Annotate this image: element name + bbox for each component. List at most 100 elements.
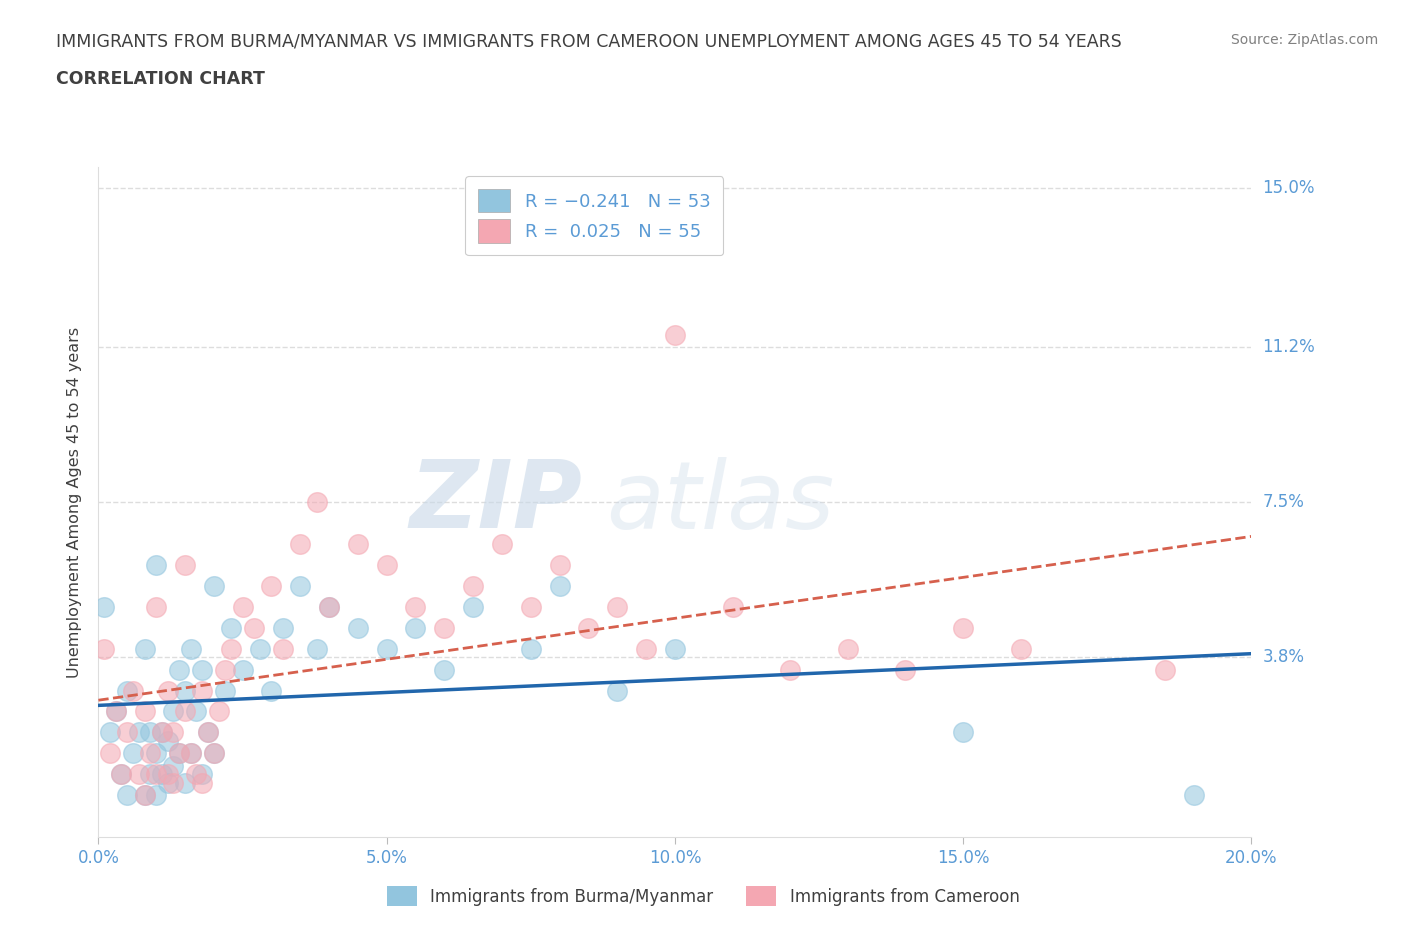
Point bbox=[117, 683, 138, 698]
Point bbox=[134, 704, 156, 719]
Point bbox=[128, 766, 150, 781]
Point bbox=[167, 746, 190, 761]
Point bbox=[1010, 642, 1032, 657]
Point bbox=[318, 600, 340, 615]
Point bbox=[214, 662, 236, 677]
Point bbox=[145, 766, 167, 781]
Point bbox=[122, 746, 145, 761]
Y-axis label: Unemployment Among Ages 45 to 54 years: Unemployment Among Ages 45 to 54 years bbox=[67, 326, 83, 678]
Text: Source: ZipAtlas.com: Source: ZipAtlas.com bbox=[1230, 33, 1378, 46]
Point bbox=[156, 776, 179, 790]
Point bbox=[134, 788, 156, 803]
Point bbox=[110, 766, 132, 781]
Point bbox=[491, 537, 513, 551]
Point bbox=[952, 620, 974, 635]
Point bbox=[219, 642, 242, 657]
Point bbox=[548, 558, 571, 573]
Point bbox=[375, 642, 398, 657]
Point bbox=[405, 600, 427, 615]
Point bbox=[952, 725, 974, 740]
Point bbox=[180, 746, 202, 761]
Point bbox=[139, 766, 162, 781]
Point bbox=[260, 683, 283, 698]
Point bbox=[174, 776, 197, 790]
Point bbox=[117, 725, 138, 740]
Point bbox=[98, 746, 121, 761]
Point bbox=[162, 776, 184, 790]
Point bbox=[180, 746, 202, 761]
Point bbox=[721, 600, 744, 615]
Point bbox=[202, 746, 225, 761]
Point bbox=[139, 746, 162, 761]
Point bbox=[134, 642, 156, 657]
Point bbox=[117, 788, 138, 803]
Point bbox=[837, 642, 859, 657]
Point bbox=[307, 495, 329, 510]
Point bbox=[174, 704, 197, 719]
Point bbox=[1153, 662, 1175, 677]
Legend: R = −0.241   N = 53, R =  0.025   N = 55: R = −0.241 N = 53, R = 0.025 N = 55 bbox=[465, 177, 723, 256]
Text: IMMIGRANTS FROM BURMA/MYANMAR VS IMMIGRANTS FROM CAMEROON UNEMPLOYMENT AMONG AGE: IMMIGRANTS FROM BURMA/MYANMAR VS IMMIGRA… bbox=[56, 33, 1122, 50]
Point bbox=[520, 600, 543, 615]
Point bbox=[191, 766, 214, 781]
Text: 7.5%: 7.5% bbox=[1263, 493, 1305, 512]
Point bbox=[548, 578, 571, 593]
Point bbox=[894, 662, 917, 677]
Point bbox=[461, 600, 484, 615]
Text: ZIP: ZIP bbox=[409, 457, 582, 548]
Point bbox=[162, 704, 184, 719]
Point bbox=[174, 558, 197, 573]
Point bbox=[307, 642, 329, 657]
Point bbox=[202, 746, 225, 761]
Point bbox=[219, 620, 242, 635]
Point bbox=[134, 788, 156, 803]
Point bbox=[664, 642, 686, 657]
Point bbox=[191, 662, 214, 677]
Point bbox=[231, 662, 254, 677]
Point bbox=[145, 600, 167, 615]
Point bbox=[167, 662, 190, 677]
Point bbox=[405, 620, 427, 635]
Point bbox=[156, 683, 179, 698]
Point bbox=[208, 704, 231, 719]
Point bbox=[375, 558, 398, 573]
Point bbox=[578, 620, 600, 635]
Point bbox=[290, 578, 312, 593]
Point bbox=[93, 600, 115, 615]
Point bbox=[93, 642, 115, 657]
Point bbox=[186, 766, 208, 781]
Point bbox=[191, 683, 214, 698]
Point bbox=[318, 600, 340, 615]
Point bbox=[271, 642, 294, 657]
Point bbox=[150, 725, 173, 740]
Text: 11.2%: 11.2% bbox=[1263, 339, 1315, 356]
Point bbox=[191, 776, 214, 790]
Point bbox=[156, 733, 179, 748]
Point bbox=[271, 620, 294, 635]
Point bbox=[145, 746, 167, 761]
Point bbox=[156, 766, 179, 781]
Point bbox=[145, 558, 167, 573]
Point bbox=[231, 600, 254, 615]
Text: atlas: atlas bbox=[606, 457, 834, 548]
Point bbox=[197, 725, 219, 740]
Point bbox=[243, 620, 266, 635]
Point bbox=[128, 725, 150, 740]
Point bbox=[180, 642, 202, 657]
Point bbox=[202, 578, 225, 593]
Text: CORRELATION CHART: CORRELATION CHART bbox=[56, 70, 266, 87]
Point bbox=[122, 683, 145, 698]
Point bbox=[1182, 788, 1205, 803]
Text: 15.0%: 15.0% bbox=[1263, 179, 1315, 197]
Point bbox=[104, 704, 127, 719]
Point bbox=[174, 683, 197, 698]
Point bbox=[520, 642, 543, 657]
Point bbox=[290, 537, 312, 551]
Point bbox=[664, 327, 686, 342]
Point bbox=[433, 620, 456, 635]
Point bbox=[98, 725, 121, 740]
Point bbox=[260, 578, 283, 593]
Point bbox=[214, 683, 236, 698]
Point bbox=[606, 600, 628, 615]
Point bbox=[150, 725, 173, 740]
